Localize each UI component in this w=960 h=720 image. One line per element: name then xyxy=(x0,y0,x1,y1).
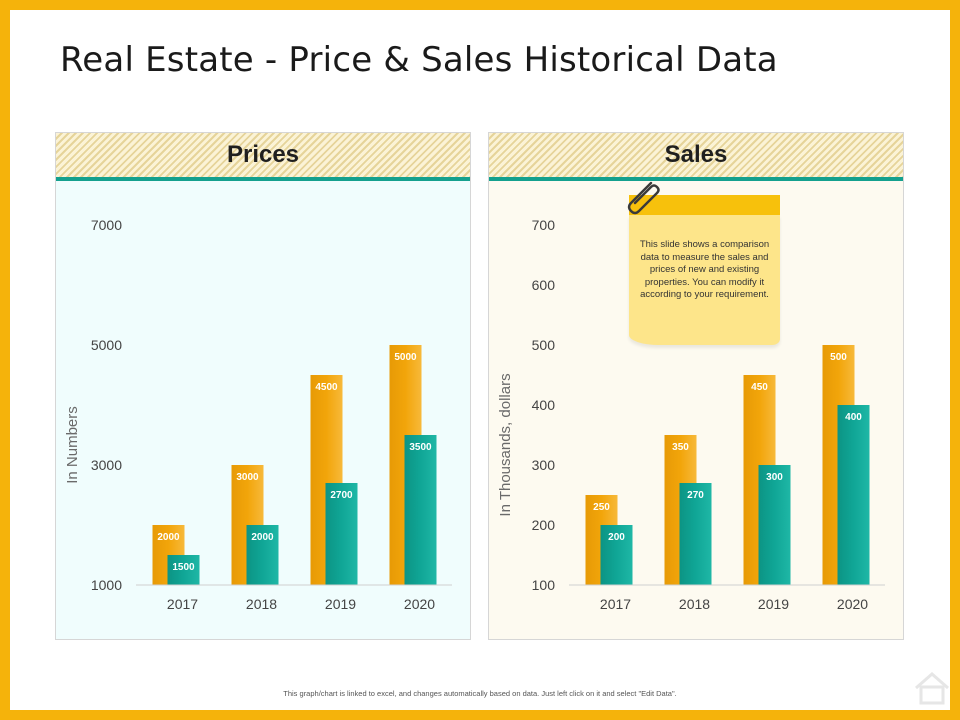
sales-bar-series2 xyxy=(679,483,712,585)
paperclip-icon xyxy=(627,181,660,215)
sales-ytick-label: 500 xyxy=(532,337,556,353)
prices-x-tick-label: 2019 xyxy=(325,596,356,612)
prices-bar-series2 xyxy=(167,555,200,585)
sales-data-label: 200 xyxy=(608,532,625,543)
sales-x-tick-label: 2020 xyxy=(837,596,868,612)
prices-x-tick-label: 2017 xyxy=(167,596,198,612)
prices-data-label: 3500 xyxy=(409,442,432,453)
sticky-note: This slide shows a comparison data to me… xyxy=(627,181,780,350)
sales-data-label: 350 xyxy=(672,442,689,453)
home-icon xyxy=(915,672,949,705)
prices-header: Prices xyxy=(56,133,470,181)
prices-x-tick-label: 2018 xyxy=(246,596,277,612)
sticky-note-body xyxy=(629,215,780,345)
sales-data-label: 400 xyxy=(845,412,862,423)
sales-y-axis-label: In Thousands, dollars xyxy=(497,373,514,516)
prices-y-axis-label: In Numbers xyxy=(64,406,81,484)
sales-data-label: 300 xyxy=(766,472,783,483)
sales-data-label: 250 xyxy=(593,502,610,513)
sticky-note-strip xyxy=(629,195,780,215)
sales-ytick-label: 100 xyxy=(532,577,556,593)
prices-data-label: 2000 xyxy=(157,532,180,543)
prices-panel: Prices 1000 3000 5000 7000 In Numbers 2000 150… xyxy=(55,132,471,640)
sales-data-label: 500 xyxy=(830,352,847,363)
sales-ytick-label: 400 xyxy=(532,397,556,413)
prices-bar-series2 xyxy=(404,435,437,585)
prices-data-label: 3000 xyxy=(236,472,259,483)
footer-note: This graph/chart is linked to excel, and… xyxy=(283,689,677,698)
prices-data-label: 4500 xyxy=(315,382,338,393)
prices-bar-series2 xyxy=(325,483,358,585)
sales-data-label: 270 xyxy=(687,490,704,501)
prices-x-tick-label: 2020 xyxy=(404,596,435,612)
prices-title: Prices xyxy=(226,141,300,168)
sales-ytick-label: 700 xyxy=(532,217,556,233)
sales-x-tick-label: 2018 xyxy=(679,596,710,612)
prices-data-label: 2700 xyxy=(330,490,353,501)
sales-header: Sales xyxy=(489,133,903,181)
sales-x-tick-label: 2017 xyxy=(600,596,631,612)
sales-data-label: 450 xyxy=(751,382,768,393)
prices-data-label: 2000 xyxy=(251,532,274,543)
prices-bar-series2 xyxy=(246,525,279,585)
sales-bar-series2 xyxy=(600,525,633,585)
sales-title: Sales xyxy=(664,141,728,168)
sales-ytick-label: 200 xyxy=(532,517,556,533)
sales-ytick-label: 600 xyxy=(532,277,556,293)
sticky-note-text: This slide shows a comparison data to me… xyxy=(639,239,770,301)
sales-chart: 100 200 300 400 500 600 700 In Thousands, dolla… xyxy=(497,217,885,612)
prices-chart: 1000 3000 5000 7000 In Numbers 2000 1500 2017 30… xyxy=(64,217,452,612)
prices-ytick-label: 7000 xyxy=(91,217,122,233)
prices-ytick-label: 5000 xyxy=(91,337,122,353)
sales-bar-series2 xyxy=(758,465,791,585)
prices-data-label: 5000 xyxy=(394,352,417,363)
sales-ytick-label: 300 xyxy=(532,457,556,473)
sales-bar-series2 xyxy=(837,405,870,585)
page-title: Real Estate - Price & Sales Historical D… xyxy=(60,40,778,80)
prices-data-label: 1500 xyxy=(172,562,195,573)
prices-ytick-label: 3000 xyxy=(91,457,122,473)
sales-x-tick-label: 2019 xyxy=(758,596,789,612)
prices-ytick-label: 1000 xyxy=(91,577,122,593)
